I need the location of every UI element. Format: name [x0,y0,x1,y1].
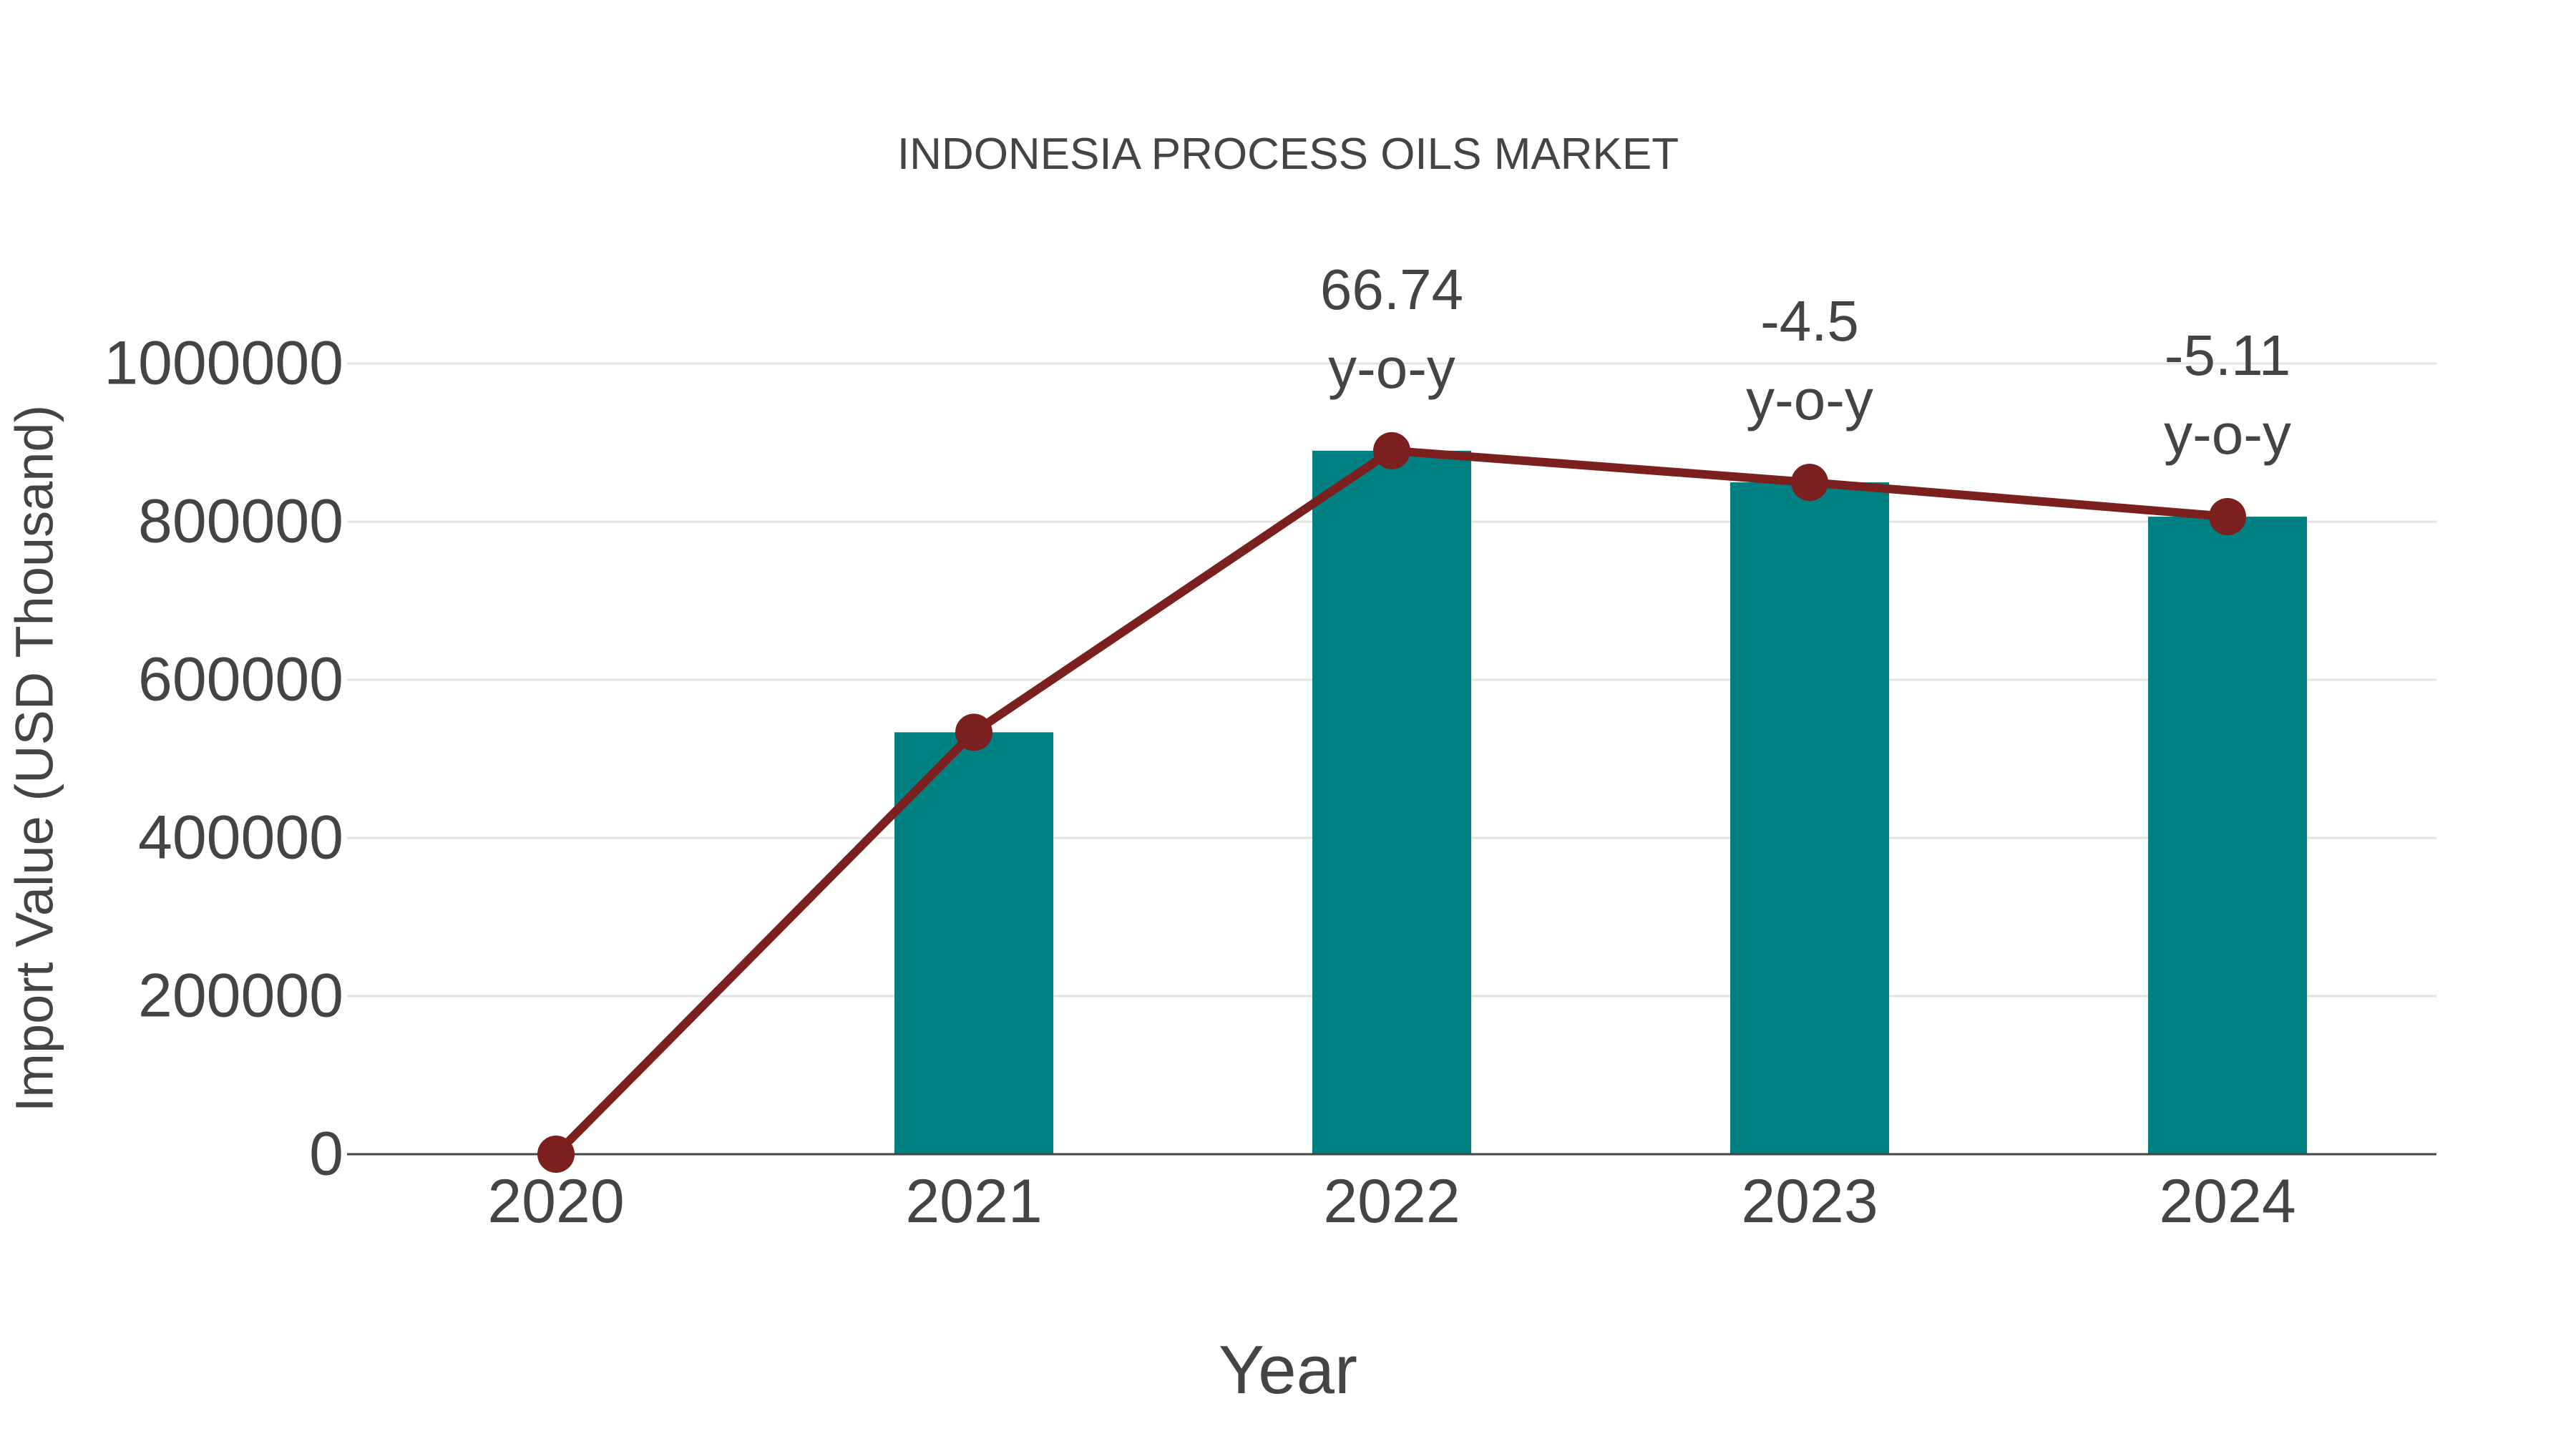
trend-marker[interactable] [1373,431,1410,469]
trend-marker[interactable] [955,713,992,751]
x-tick-label: 2020 [487,1167,625,1236]
y-tick-label: 0 [309,1119,343,1189]
bar[interactable] [1312,450,1471,1154]
x-axis-label: Year [1219,1332,1357,1408]
bar[interactable] [2148,517,2307,1154]
y-tick-label: 400000 [138,803,343,872]
x-tick-label: 2023 [1741,1167,1878,1236]
bar[interactable] [1730,482,1889,1154]
trend-marker[interactable] [1791,464,1828,502]
chart-title: INDONESIA PROCESS OILS MARKET [897,130,1679,179]
yoy-annotation: 66.74 y-o-y [1319,257,1464,400]
yoy-annotation: -5.11 y-o-y [2164,323,2291,467]
x-tick-label: 2024 [2159,1167,2296,1236]
trend-marker[interactable] [537,1136,575,1173]
yoy-annotation: -4.5 y-o-y [1746,289,1873,432]
y-tick-label: 200000 [138,961,343,1030]
bar[interactable] [894,732,1053,1154]
y-tick-label: 600000 [138,645,343,714]
x-tick-label: 2021 [905,1167,1043,1236]
x-tick-label: 2022 [1323,1167,1460,1236]
trend-marker[interactable] [2209,498,2246,536]
y-tick-label: 800000 [138,487,343,556]
y-tick-label: 1000000 [104,328,343,398]
